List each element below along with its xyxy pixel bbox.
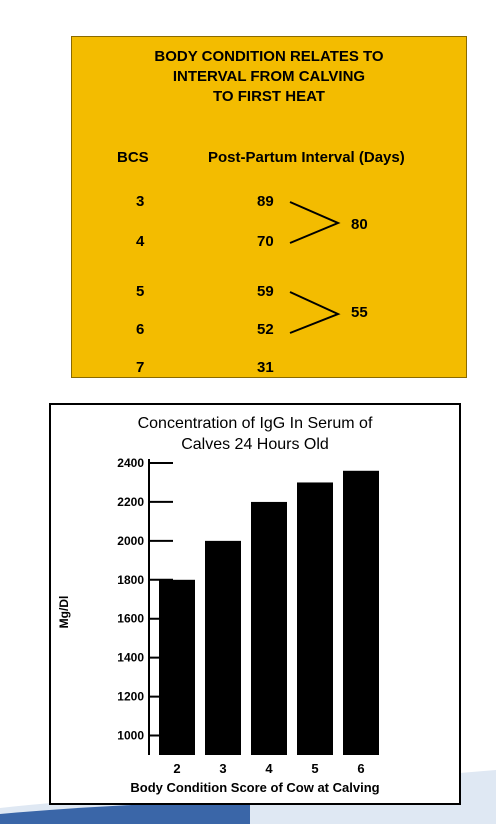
chart-title-line: Calves 24 Hours Old — [181, 436, 329, 453]
bcs-value: 7 — [136, 359, 145, 376]
group-bracket — [289, 201, 341, 244]
bar — [251, 501, 287, 755]
igg-chart-panel: Concentration of IgG In Serum of Calves … — [49, 403, 461, 805]
y-tick-label: 2200 — [117, 495, 144, 509]
x-tick-label: 5 — [311, 761, 318, 776]
panel-title: BODY CONDITION RELATES TO INTERVAL FROM … — [72, 47, 466, 107]
group-average: 80 — [351, 216, 368, 233]
group-average: 55 — [351, 304, 368, 321]
bcs-value: 3 — [136, 193, 145, 210]
bar — [297, 482, 333, 755]
panel-title-line: INTERVAL FROM CALVING — [172, 68, 366, 85]
y-tick-label: 1200 — [117, 690, 144, 704]
chart-title: Concentration of IgG In Serum of Calves … — [51, 413, 459, 455]
y-tick-label: 1800 — [117, 573, 144, 587]
x-tick-label: 2 — [173, 761, 180, 776]
y-tick-label: 2000 — [117, 534, 144, 548]
bcs-interval-panel: BODY CONDITION RELATES TO INTERVAL FROM … — [71, 36, 467, 378]
y-tick-label: 1600 — [117, 612, 144, 626]
group-bracket — [289, 291, 341, 334]
panel-title-line: TO FIRST HEAT — [213, 88, 325, 105]
interval-value: 70 — [257, 233, 274, 250]
interval-value: 89 — [257, 193, 274, 210]
y-tick-label: 2400 — [117, 456, 144, 470]
y-tick-label: 1400 — [117, 651, 144, 665]
x-tick-label: 3 — [219, 761, 226, 776]
bcs-value: 4 — [136, 233, 145, 250]
bcs-value: 5 — [136, 283, 145, 300]
y-tick-label: 1000 — [117, 729, 144, 743]
bar — [343, 470, 379, 755]
interval-value: 31 — [257, 359, 274, 376]
interval-value: 59 — [257, 283, 274, 300]
interval-value: 52 — [257, 321, 274, 338]
panel-title-line: BODY CONDITION RELATES TO — [154, 48, 384, 65]
x-tick-label: 4 — [265, 761, 273, 776]
x-tick-label: 6 — [357, 761, 364, 776]
chart-title-line: Concentration of IgG In Serum of — [137, 415, 373, 432]
column-header-bcs: BCS — [117, 149, 149, 166]
bcs-value: 6 — [136, 321, 145, 338]
bar — [159, 579, 195, 755]
bar-chart: 1000 1200 1400 1600 1800 2000 2200 2400 2 3 4 5 6 — [117, 456, 379, 776]
bar — [205, 540, 241, 755]
x-axis-label: Body Condition Score of Cow at Calving — [130, 780, 380, 795]
grouping-brackets — [289, 201, 341, 334]
column-header-interval: Post-Partum Interval (Days) — [208, 149, 405, 166]
